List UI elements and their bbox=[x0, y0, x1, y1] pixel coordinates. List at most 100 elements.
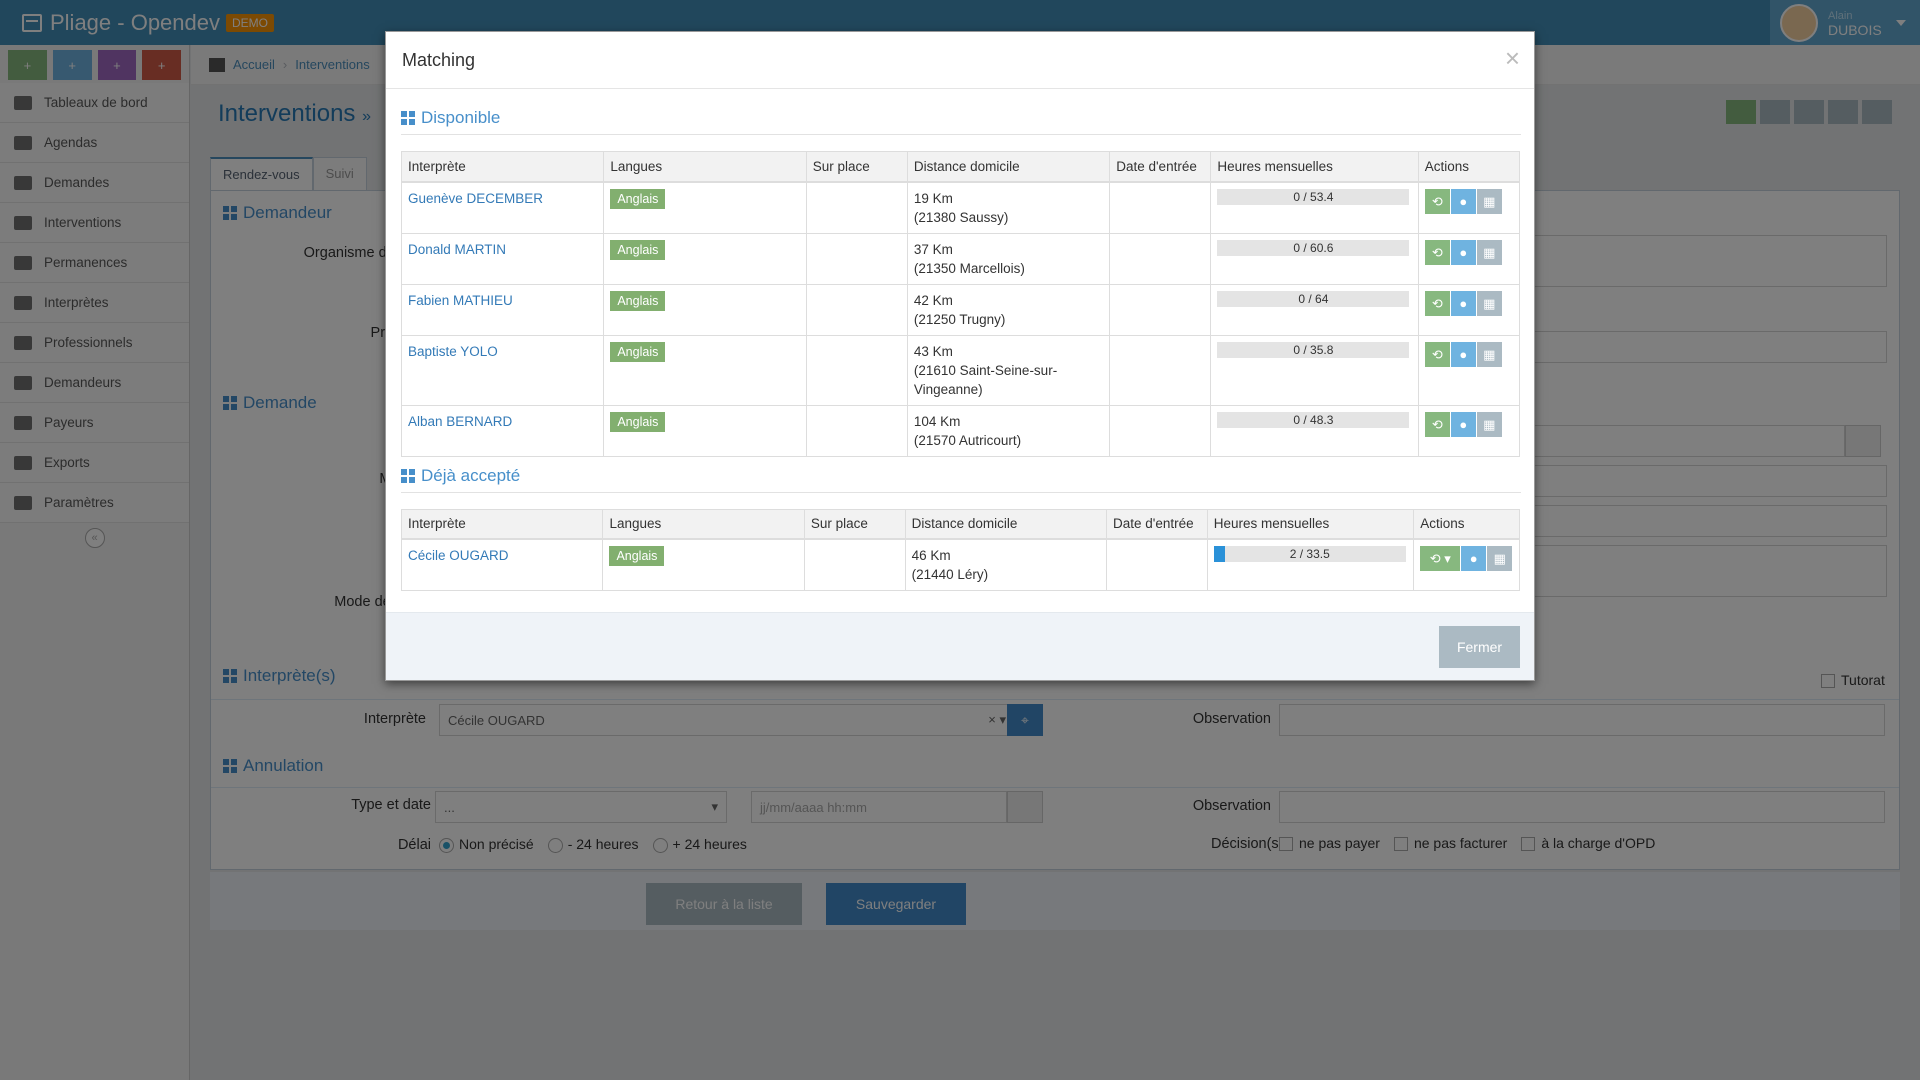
cell-sur-place bbox=[805, 334, 908, 406]
cell-date-entree bbox=[1109, 232, 1212, 285]
matching-modal: Matching × Disponible Interprète Langues S… bbox=[385, 31, 1535, 681]
column-header[interactable]: Interprète bbox=[400, 508, 604, 540]
actions: ⟲ ● ▦ bbox=[1424, 341, 1513, 367]
cell-langues: Anglais bbox=[603, 283, 807, 336]
hours-text: 0 / 60.6 bbox=[1293, 240, 1334, 255]
interpreter-link[interactable]: Alban BERNARD bbox=[408, 413, 513, 429]
calendar-button[interactable]: ▦ bbox=[1476, 188, 1502, 214]
cell-interprete: Donald MARTIN bbox=[400, 232, 605, 285]
cell-actions: ⟲ ▾ ● ▦ bbox=[1413, 538, 1520, 591]
cell-date-entree bbox=[1109, 181, 1212, 234]
fermer-button[interactable]: Fermer bbox=[1439, 626, 1520, 668]
cell-sur-place bbox=[805, 404, 908, 457]
cell-heures: 0 / 64 bbox=[1210, 283, 1419, 336]
column-header[interactable]: Distance domicile bbox=[904, 508, 1108, 540]
history-dropdown-button[interactable]: ⟲ ▾ bbox=[1420, 546, 1461, 571]
cell-interprete: Guenève DECEMBER bbox=[400, 181, 605, 234]
user-profile-button[interactable]: ● bbox=[1450, 341, 1476, 367]
column-header[interactable]: Interprète bbox=[400, 151, 605, 183]
interpreter-link[interactable]: Baptiste YOLO bbox=[408, 343, 498, 359]
distance-address: (21350 Marcellois) bbox=[913, 260, 1025, 276]
section-disponible: Disponible bbox=[401, 89, 1521, 135]
history-button[interactable]: ⟲ bbox=[1424, 290, 1450, 316]
cell-interprete: Fabien MATHIEU bbox=[400, 283, 605, 336]
hours-text: 0 / 48.3 bbox=[1293, 412, 1334, 427]
column-header[interactable]: Langues bbox=[602, 508, 805, 540]
modal-title: Matching bbox=[402, 49, 476, 70]
user-profile-button[interactable]: ● bbox=[1450, 188, 1476, 214]
user-profile-button[interactable]: ● bbox=[1450, 290, 1476, 316]
column-header[interactable]: Actions bbox=[1413, 508, 1520, 540]
interpreter-link[interactable]: Cécile OUGARD bbox=[408, 548, 509, 563]
cell-langues: Anglais bbox=[602, 538, 805, 591]
interpreter-link[interactable]: Donald MARTIN bbox=[408, 241, 507, 257]
user-profile-button[interactable]: ● bbox=[1461, 546, 1487, 571]
hours-text: 0 / 64 bbox=[1298, 291, 1329, 306]
cell-actions: ⟲ ● ▦ bbox=[1417, 334, 1521, 406]
cell-actions: ⟲ ● ▦ bbox=[1417, 404, 1521, 457]
history-button[interactable]: ⟲ bbox=[1424, 239, 1450, 265]
calendar-button[interactable]: ▦ bbox=[1476, 290, 1502, 316]
distance-value: 37 Km bbox=[913, 241, 953, 257]
interpreter-link[interactable]: Fabien MATHIEU bbox=[408, 292, 513, 308]
hours-text: 0 / 53.4 bbox=[1293, 189, 1334, 204]
column-header[interactable]: Distance domicile bbox=[906, 151, 1111, 183]
column-header[interactable]: Date d'entrée bbox=[1106, 508, 1208, 540]
table-row: Guenève DECEMBER Anglais 19 Km (21380 Sauss… bbox=[400, 181, 1521, 234]
cell-actions: ⟲ ● ▦ bbox=[1417, 181, 1521, 234]
distance-value: 19 Km bbox=[913, 190, 953, 206]
table-row: Cécile OUGARD Anglais 46 Km (21440 Léry) 2 /… bbox=[400, 538, 1520, 591]
actions: ⟲ ● ▦ bbox=[1424, 290, 1513, 316]
hours-text: 0 / 35.8 bbox=[1293, 342, 1334, 357]
distance-value: 43 Km bbox=[913, 343, 953, 359]
cell-langues: Anglais bbox=[603, 404, 807, 457]
cell-date-entree bbox=[1109, 334, 1212, 406]
interpreter-link[interactable]: Guenève DECEMBER bbox=[408, 190, 544, 206]
hours-progress-bar: 0 / 53.4 bbox=[1217, 188, 1410, 205]
cell-date-entree bbox=[1109, 404, 1212, 457]
cell-heures: 0 / 48.3 bbox=[1210, 404, 1419, 457]
modal-footer: Fermer bbox=[386, 612, 1534, 680]
cell-actions: ⟲ ● ▦ bbox=[1417, 232, 1521, 285]
user-profile-button[interactable]: ● bbox=[1450, 239, 1476, 265]
history-button[interactable]: ⟲ bbox=[1424, 341, 1450, 367]
column-header[interactable]: Sur place bbox=[805, 151, 908, 183]
column-header[interactable]: Sur place bbox=[803, 508, 906, 540]
actions: ⟲ ● ▦ bbox=[1424, 411, 1513, 437]
section-title: Disponible bbox=[421, 108, 501, 127]
calendar-button[interactable]: ▦ bbox=[1487, 546, 1513, 571]
cell-date-entree bbox=[1109, 283, 1212, 336]
close-icon[interactable]: × bbox=[1504, 43, 1520, 73]
column-header[interactable]: Heures mensuelles bbox=[1210, 151, 1419, 183]
column-header[interactable]: Langues bbox=[603, 151, 807, 183]
language-badge: Anglais bbox=[609, 546, 665, 566]
cell-sur-place bbox=[805, 232, 908, 285]
cell-heures: 0 / 60.6 bbox=[1210, 232, 1419, 285]
table-row: Baptiste YOLO Anglais 43 Km (21610 Saint-Se… bbox=[400, 334, 1521, 406]
language-badge: Anglais bbox=[610, 239, 666, 260]
cell-heures: 0 / 35.8 bbox=[1210, 334, 1419, 406]
hours-progress-bar: 0 / 60.6 bbox=[1217, 239, 1410, 256]
history-button[interactable]: ⟲ bbox=[1424, 411, 1450, 437]
calendar-button[interactable]: ▦ bbox=[1476, 341, 1502, 367]
column-header[interactable]: Actions bbox=[1417, 151, 1521, 183]
column-header[interactable]: Heures mensuelles bbox=[1206, 508, 1415, 540]
calendar-button[interactable]: ▦ bbox=[1476, 411, 1502, 437]
history-button[interactable]: ⟲ bbox=[1424, 188, 1450, 214]
cell-sur-place bbox=[805, 283, 908, 336]
language-badge: Anglais bbox=[610, 290, 666, 311]
hours-progress-bar: 2 / 33.5 bbox=[1213, 546, 1406, 562]
distance-value: 42 Km bbox=[913, 292, 953, 308]
cell-interprete: Alban BERNARD bbox=[400, 404, 605, 457]
progress-fill bbox=[1213, 546, 1226, 562]
column-header[interactable]: Date d'entrée bbox=[1109, 151, 1212, 183]
calendar-button[interactable]: ▦ bbox=[1476, 239, 1502, 265]
table-row: Fabien MATHIEU Anglais 42 Km (21250 Trugny)… bbox=[400, 283, 1521, 336]
user-profile-button[interactable]: ● bbox=[1450, 411, 1476, 437]
actions: ⟲ ▾ ● ▦ bbox=[1420, 546, 1513, 571]
cell-sur-place bbox=[805, 181, 908, 234]
modal-header: Matching × bbox=[386, 32, 1534, 89]
language-badge: Anglais bbox=[610, 188, 666, 209]
cell-heures: 0 / 53.4 bbox=[1210, 181, 1419, 234]
hours-progress-bar: 0 / 64 bbox=[1217, 290, 1410, 307]
